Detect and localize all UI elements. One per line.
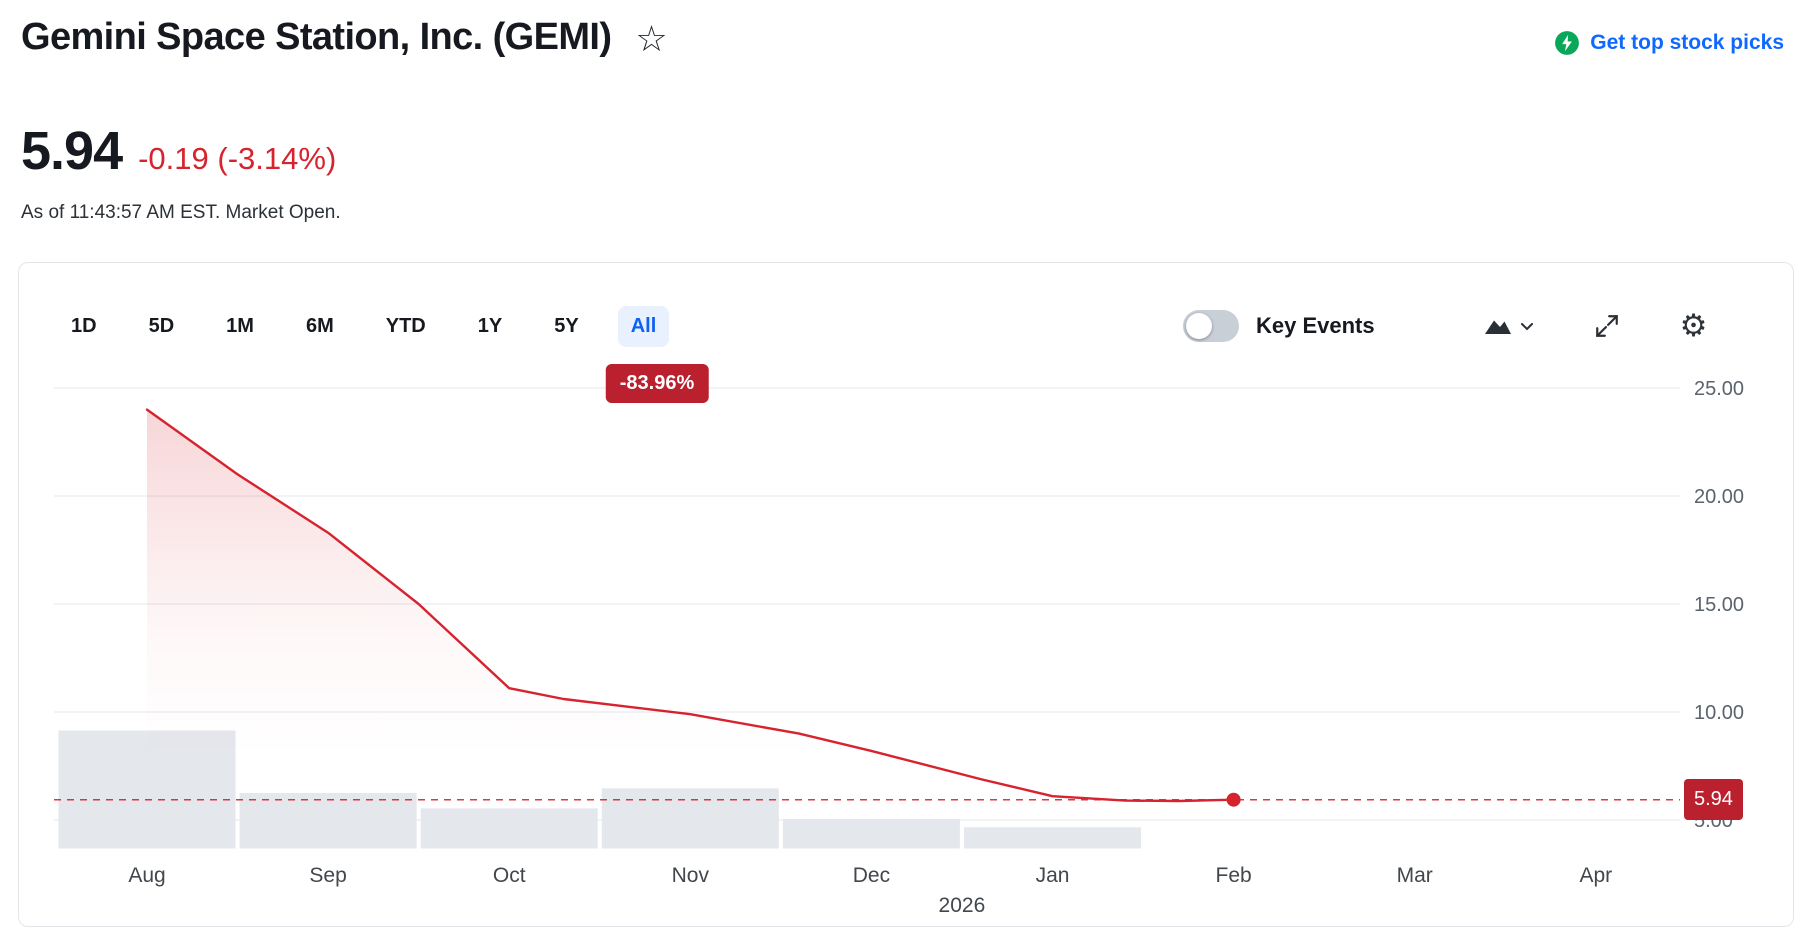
toggle-knob <box>1186 313 1212 339</box>
as-of-status: As of 11:43:57 AM EST. Market Open. <box>21 202 341 223</box>
settings-gear-icon[interactable]: ⚙ <box>1679 307 1708 344</box>
quote-row: 5.94 -0.19 (-3.14%) <box>21 120 336 182</box>
star-outline-icon[interactable]: ☆ <box>635 18 668 60</box>
title-row: Gemini Space Station, Inc. (GEMI) ☆ <box>21 16 668 59</box>
range-tab-1m[interactable]: 1M <box>213 306 267 347</box>
range-tab-all[interactable]: All <box>617 306 670 347</box>
range-change-badge: -83.96% <box>605 364 709 403</box>
get-top-stock-picks-label: Get top stock picks <box>1590 31 1784 54</box>
chevron-down-icon <box>1520 322 1533 330</box>
range-tab-5d[interactable]: 5D <box>136 306 188 347</box>
range-tab-6m[interactable]: 6M <box>293 306 347 347</box>
chart-toolbar: Key Events ⚙ <box>1183 310 1707 342</box>
range-tabs: 1D 5D 1M 6M YTD 1Y 5Y All <box>58 306 670 347</box>
range-tab-ytd[interactable]: YTD <box>373 306 439 347</box>
range-tab-1d[interactable]: 1D <box>58 306 110 347</box>
range-tab-5y[interactable]: 5Y <box>541 306 591 347</box>
range-tab-1y[interactable]: 1Y <box>465 306 515 347</box>
current-price: 5.94 <box>21 121 123 181</box>
chart-card <box>18 262 1794 927</box>
price-change: -0.19 (-3.14%) <box>138 141 336 177</box>
get-top-stock-picks-link[interactable]: Get top stock picks <box>1554 30 1784 56</box>
key-events-label: Key Events <box>1256 313 1375 338</box>
lightning-badge-icon <box>1555 31 1580 55</box>
key-events-toggle[interactable] <box>1183 310 1239 342</box>
chart-type-selector[interactable] <box>1483 316 1534 336</box>
current-price-tag: 5.94 <box>1684 779 1743 820</box>
price-change-percent: (-3.14%) <box>217 141 337 176</box>
area-chart-icon <box>1484 320 1511 334</box>
page-title: Gemini Space Station, Inc. (GEMI) <box>21 16 612 58</box>
price-change-amount: -0.19 <box>138 141 209 176</box>
expand-icon[interactable] <box>1594 313 1620 339</box>
